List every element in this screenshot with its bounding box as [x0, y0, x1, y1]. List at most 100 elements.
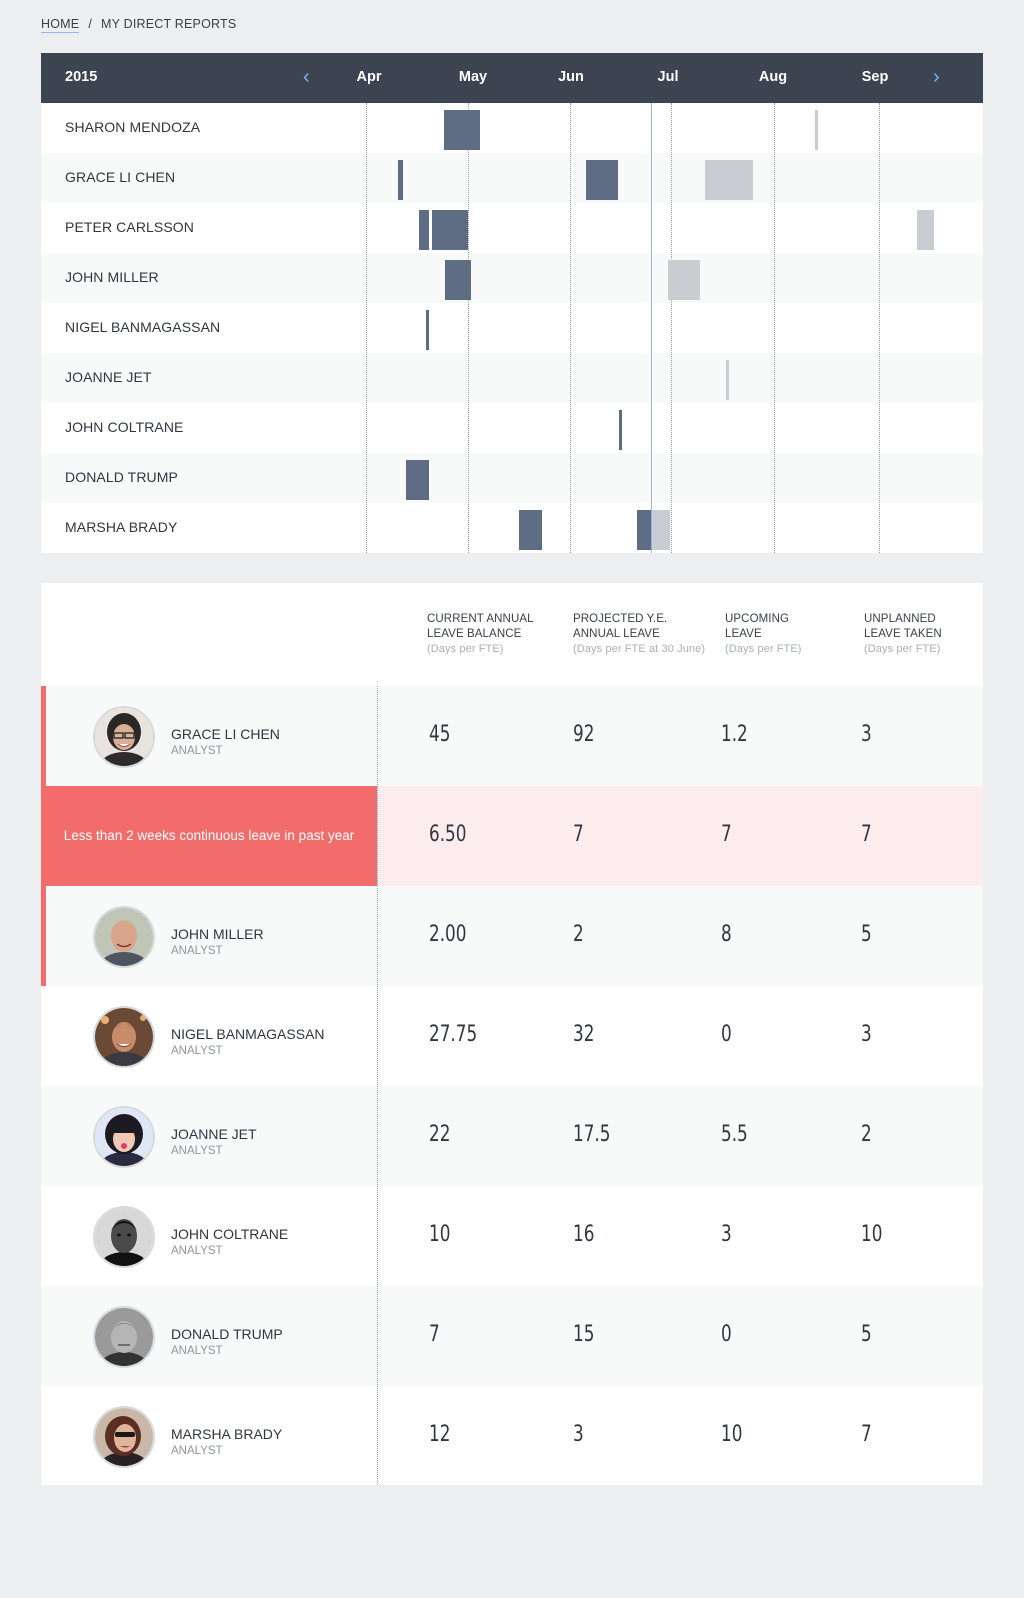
- upcoming-value: 8: [721, 922, 732, 947]
- leave-bar-planned[interactable]: [917, 210, 934, 250]
- upcoming-value: 7: [721, 822, 732, 847]
- timeline-row-name: MARSHA BRADY: [65, 519, 178, 535]
- today-marker: [651, 103, 652, 553]
- header-line: ANNUAL LEAVE: [573, 628, 660, 640]
- timeline-row-name: JOHN MILLER: [65, 269, 159, 285]
- timeline-header: 2015 ‹ Apr May Jun Jul Aug Sep ›: [41, 53, 983, 103]
- warning-flag: [41, 886, 46, 986]
- timeline-month-may: May: [458, 69, 488, 85]
- month-gridline: [774, 103, 775, 553]
- unplanned-value: 2: [861, 1122, 872, 1147]
- unplanned-value: 10: [861, 1222, 883, 1247]
- person-role: ANALYST: [171, 745, 223, 757]
- projected-value: 16: [573, 1222, 595, 1247]
- timeline-rows: SHARON MENDOZA GRACE LI CHEN PETER CARLS…: [41, 103, 983, 553]
- timeline-month-apr: Apr: [356, 69, 382, 85]
- table-row[interactable]: JOANNE JET ANALYST 22 17.5 5.5 2: [41, 1086, 983, 1186]
- leave-bar-planned[interactable]: [652, 510, 670, 550]
- leave-bar-planned[interactable]: [705, 160, 753, 200]
- table-row[interactable]: DONALD TRUMP ANALYST 7 15 0 5: [41, 1286, 983, 1386]
- header-line: UPCOMING: [725, 613, 790, 625]
- table-row[interactable]: NIGEL BANMAGASSAN ANALYST 27.75 32 0 3: [41, 986, 983, 1086]
- table-row[interactable]: GRACE LI CHEN ANALYST 45 92 1.2 3: [41, 686, 983, 786]
- month-gridline: [570, 103, 571, 553]
- header-line: LEAVE BALANCE: [427, 628, 522, 640]
- leave-bar-planned[interactable]: [668, 260, 700, 300]
- timeline-row-name: JOHN COLTRANE: [65, 419, 184, 435]
- projected-value: 15: [573, 1322, 595, 1347]
- month-gridline: [879, 103, 880, 553]
- leave-bar-planned[interactable]: [726, 360, 729, 400]
- person-name: MARSHA BRADY: [171, 1426, 283, 1442]
- timeline-row-name: SHARON MENDOZA: [65, 119, 201, 135]
- timeline-row: NIGEL BANMAGASSAN: [41, 303, 983, 353]
- upcoming-value: 10: [721, 1422, 743, 1447]
- person-role: ANALYST: [171, 945, 223, 957]
- table-row[interactable]: JOHN COLTRANE ANALYST 10 16 3 10: [41, 1186, 983, 1286]
- leave-summary-table: CURRENT ANNUAL LEAVE BALANCE (Days per F…: [41, 583, 983, 1485]
- breadcrumb-home-link[interactable]: HOME: [41, 17, 80, 33]
- person-role: ANALYST: [171, 1345, 223, 1357]
- leave-bar-taken[interactable]: [426, 310, 429, 350]
- avatar: [93, 1306, 155, 1368]
- leave-bar-taken[interactable]: [445, 260, 471, 300]
- chevron-left-icon[interactable]: ‹: [303, 66, 310, 88]
- timeline-row: GRACE LI CHEN: [41, 153, 983, 203]
- month-gridline: [468, 103, 469, 553]
- leave-bar-taken[interactable]: [519, 510, 542, 550]
- leave-bar-taken[interactable]: [619, 410, 622, 450]
- avatar: [93, 906, 155, 968]
- header-line: LEAVE TAKEN: [864, 628, 942, 640]
- header-sub: (Days per FTE): [725, 643, 802, 655]
- projected-value: 17.5: [573, 1122, 611, 1147]
- leave-bar-taken[interactable]: [419, 210, 429, 250]
- alert-message: Less than 2 weeks continuous leave in pa…: [41, 786, 377, 886]
- table-row[interactable]: MARSHA BRADY ANALYST 12 3 10 7: [41, 1386, 983, 1486]
- timeline-row: JOANNE JET: [41, 353, 983, 403]
- timeline-month-jun: Jun: [558, 69, 584, 85]
- leave-bar-taken[interactable]: [637, 510, 651, 550]
- alert-row[interactable]: Less than 2 weeks continuous leave in pa…: [41, 786, 983, 886]
- chevron-right-icon[interactable]: ›: [933, 66, 940, 88]
- person-name: GRACE LI CHEN: [171, 726, 280, 742]
- timeline-row: MARSHA BRADY: [41, 503, 983, 553]
- leave-bar-planned[interactable]: [815, 110, 818, 150]
- leave-bar-taken[interactable]: [432, 210, 468, 250]
- timeline-row-name: PETER CARLSSON: [65, 219, 194, 235]
- column-header-projected: PROJECTED Y.E. ANNUAL LEAVE (Days per FT…: [573, 612, 705, 657]
- person-name: JOHN COLTRANE: [171, 1226, 289, 1242]
- avatar: [93, 1206, 155, 1268]
- current-balance-value: 10: [429, 1222, 451, 1247]
- month-gridline: [671, 103, 672, 553]
- leave-bar-taken[interactable]: [444, 110, 480, 150]
- current-balance-value: 7: [429, 1322, 440, 1347]
- upcoming-value: 0: [721, 1022, 732, 1047]
- unplanned-value: 7: [861, 822, 872, 847]
- projected-value: 2: [573, 922, 584, 947]
- warning-flag: [41, 686, 46, 786]
- upcoming-value: 0: [721, 1322, 732, 1347]
- leave-bar-taken[interactable]: [586, 160, 618, 200]
- upcoming-value: 3: [721, 1222, 732, 1247]
- unplanned-value: 3: [861, 722, 872, 747]
- month-gridline: [366, 103, 367, 553]
- timeline-row: SHARON MENDOZA: [41, 103, 983, 153]
- header-line: LEAVE: [725, 628, 762, 640]
- person-name: JOHN MILLER: [171, 926, 264, 942]
- breadcrumb-separator: /: [88, 17, 92, 31]
- header-sub: (Days per FTE): [864, 643, 941, 655]
- timeline-month-jul: Jul: [657, 69, 679, 85]
- current-balance-value: 12: [429, 1422, 451, 1447]
- leave-bar-taken[interactable]: [398, 160, 403, 200]
- projected-value: 32: [573, 1022, 595, 1047]
- current-balance-value: 2.00: [429, 922, 467, 947]
- current-balance-value: 22: [429, 1122, 451, 1147]
- header-line: CURRENT ANNUAL: [427, 613, 534, 625]
- leave-bar-taken[interactable]: [406, 460, 429, 500]
- timeline-row-name: GRACE LI CHEN: [65, 169, 176, 185]
- person-role: ANALYST: [171, 1245, 223, 1257]
- avatar: [93, 1106, 155, 1168]
- person-role: ANALYST: [171, 1445, 223, 1457]
- table-row[interactable]: JOHN MILLER ANALYST 2.00 2 8 5: [41, 886, 983, 986]
- timeline-row: DONALD TRUMP: [41, 453, 983, 503]
